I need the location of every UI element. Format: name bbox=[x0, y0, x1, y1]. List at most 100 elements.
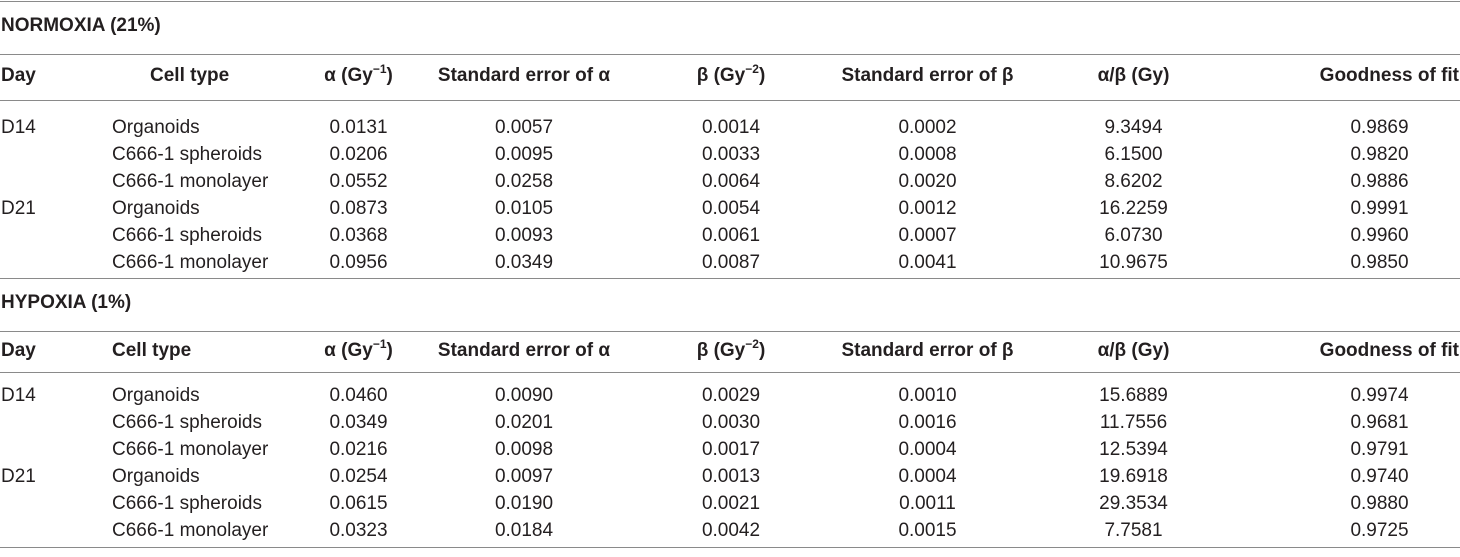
cell-goodness-of-fit: 0.9820 bbox=[1350, 144, 1409, 165]
table-row: D21 Organoids 0.0873 0.0105 0.0054 0.0012 16.2… bbox=[0, 195, 1460, 222]
cell-goodness-of-fit: 0.9886 bbox=[1350, 171, 1409, 192]
cell-beta: 0.0014 bbox=[701, 117, 761, 138]
cell-goodness-of-fit: 0.9960 bbox=[1350, 225, 1409, 246]
header-se-beta: Standard error of β bbox=[841, 65, 1014, 86]
cell-se-beta: 0.0004 bbox=[898, 466, 957, 487]
cell-alpha: 0.0323 bbox=[329, 520, 388, 541]
table-row: C666-1 monolayer 0.0552 0.0258 0.0064 0.0020… bbox=[0, 168, 1460, 195]
cell-se-beta: 0.0010 bbox=[898, 385, 957, 406]
cell-alpha: 0.0216 bbox=[329, 439, 388, 460]
table-row: D14 Organoids 0.0131 0.0057 0.0014 0.0002 9.34… bbox=[0, 114, 1460, 141]
cell-alpha-beta: 8.6202 bbox=[1104, 171, 1163, 192]
cell-cell-type: Organoids bbox=[112, 466, 200, 487]
cell-alpha: 0.0460 bbox=[329, 385, 388, 406]
section-end-rule bbox=[0, 278, 1460, 279]
header-day: Day bbox=[1, 340, 36, 361]
header-goodness-of-fit: Goodness of fit bbox=[1319, 340, 1459, 361]
cell-se-alpha: 0.0258 bbox=[494, 171, 554, 192]
cell-day: D14 bbox=[1, 385, 36, 406]
normoxia-body: D14 Organoids 0.0131 0.0057 0.0014 0.0002 9.34… bbox=[0, 114, 1460, 276]
cell-day bbox=[0, 222, 112, 249]
cell-goodness-of-fit: 0.9974 bbox=[1350, 385, 1409, 406]
table-row: C666-1 spheroids 0.0349 0.0201 0.0030 0.0016… bbox=[0, 409, 1460, 436]
cell-beta: 0.0013 bbox=[701, 466, 761, 487]
header-alpha: α (Gy−1) bbox=[324, 336, 393, 361]
section-rule bbox=[0, 331, 1460, 332]
cell-beta: 0.0017 bbox=[701, 439, 761, 460]
header-rule bbox=[0, 372, 1460, 373]
cell-cell-type: C666-1 spheroids bbox=[112, 412, 262, 433]
cell-se-alpha: 0.0095 bbox=[494, 144, 554, 165]
header-cell-type: Cell type bbox=[150, 65, 230, 86]
cell-goodness-of-fit: 0.9725 bbox=[1350, 520, 1409, 541]
cell-alpha-beta: 10.9675 bbox=[1099, 252, 1168, 273]
cell-se-alpha: 0.0201 bbox=[494, 412, 554, 433]
cell-se-beta: 0.0016 bbox=[898, 412, 957, 433]
cell-alpha: 0.0206 bbox=[329, 144, 388, 165]
cell-beta: 0.0054 bbox=[701, 198, 761, 219]
hypoxia-header: Day Cell type α (Gy−1) Standard error of… bbox=[0, 337, 1460, 365]
cell-cell-type: Organoids bbox=[112, 385, 200, 406]
cell-se-beta: 0.0008 bbox=[898, 144, 957, 165]
cell-alpha: 0.0873 bbox=[329, 198, 388, 219]
cell-alpha: 0.0615 bbox=[329, 493, 388, 514]
cell-goodness-of-fit: 0.9991 bbox=[1350, 198, 1409, 219]
cell-day: D14 bbox=[1, 117, 36, 138]
table-row: C666-1 monolayer 0.0323 0.0184 0.0042 0.0015… bbox=[0, 517, 1460, 544]
header-row: Day Cell type α (Gy−1) Standard error of… bbox=[0, 62, 1460, 90]
header-cell-type: Cell type bbox=[112, 340, 192, 361]
cell-cell-type: C666-1 spheroids bbox=[112, 225, 262, 246]
cell-alpha-beta: 11.7556 bbox=[1099, 412, 1168, 433]
table-row: C666-1 monolayer 0.0216 0.0098 0.0017 0.0004… bbox=[0, 436, 1460, 463]
section-title-hypoxia: HYPOXIA (1%) bbox=[1, 292, 132, 313]
header-se-beta: Standard error of β bbox=[841, 340, 1014, 361]
cell-day bbox=[0, 409, 112, 436]
cell-se-alpha: 0.0190 bbox=[494, 493, 554, 514]
cell-alpha: 0.0552 bbox=[329, 171, 388, 192]
cell-se-beta: 0.0012 bbox=[898, 198, 957, 219]
table-row: C666-1 spheroids 0.0206 0.0095 0.0033 0.0008… bbox=[0, 141, 1460, 168]
cell-alpha-beta: 15.6889 bbox=[1099, 385, 1168, 406]
header-rule bbox=[0, 100, 1460, 101]
cell-se-beta: 0.0004 bbox=[898, 439, 957, 460]
bottom-rule bbox=[0, 547, 1460, 548]
table-row: C666-1 spheroids 0.0615 0.0190 0.0021 0.0011… bbox=[0, 490, 1460, 517]
cell-se-alpha: 0.0057 bbox=[494, 117, 554, 138]
cell-beta: 0.0021 bbox=[701, 493, 761, 514]
normoxia-header: Day Cell type α (Gy−1) Standard error of… bbox=[0, 62, 1460, 90]
cell-cell-type: Organoids bbox=[112, 117, 200, 138]
cell-beta: 0.0029 bbox=[701, 385, 761, 406]
cell-cell-type: C666-1 spheroids bbox=[112, 144, 262, 165]
cell-day bbox=[0, 249, 112, 276]
cell-alpha-beta: 29.3534 bbox=[1099, 493, 1168, 514]
header-beta: β (Gy−2) bbox=[696, 336, 766, 361]
cell-day bbox=[0, 436, 112, 463]
cell-goodness-of-fit: 0.9681 bbox=[1350, 412, 1409, 433]
header-se-alpha: Standard error of α bbox=[437, 340, 611, 361]
cell-beta: 0.0064 bbox=[701, 171, 761, 192]
cell-goodness-of-fit: 0.9791 bbox=[1350, 439, 1409, 460]
section-title-normoxia: NORMOXIA (21%) bbox=[1, 15, 161, 36]
cell-day bbox=[0, 141, 112, 168]
header-alpha-beta: α/β (Gy) bbox=[1097, 340, 1170, 361]
cell-alpha-beta: 6.1500 bbox=[1104, 144, 1163, 165]
cell-beta: 0.0087 bbox=[701, 252, 761, 273]
table-row: D14 Organoids 0.0460 0.0090 0.0029 0.0010 15.6… bbox=[0, 382, 1460, 409]
cell-se-alpha: 0.0093 bbox=[494, 225, 554, 246]
cell-day bbox=[0, 517, 112, 544]
cell-goodness-of-fit: 0.9869 bbox=[1350, 117, 1409, 138]
cell-goodness-of-fit: 0.9880 bbox=[1350, 493, 1409, 514]
header-goodness-of-fit: Goodness of fit bbox=[1319, 65, 1459, 86]
cell-se-alpha: 0.0097 bbox=[494, 466, 554, 487]
cell-beta: 0.0061 bbox=[701, 225, 761, 246]
cell-day: D21 bbox=[1, 466, 36, 487]
cell-se-alpha: 0.0098 bbox=[494, 439, 554, 460]
cell-cell-type: C666-1 monolayer bbox=[112, 520, 269, 541]
cell-se-beta: 0.0041 bbox=[898, 252, 957, 273]
top-rule bbox=[0, 1, 1460, 2]
cell-beta: 0.0033 bbox=[701, 144, 761, 165]
table-row: C666-1 monolayer 0.0956 0.0349 0.0087 0.0041… bbox=[0, 249, 1460, 276]
header-beta: β (Gy−2) bbox=[696, 61, 766, 86]
cell-goodness-of-fit: 0.9740 bbox=[1350, 466, 1409, 487]
header-se-alpha: Standard error of α bbox=[437, 65, 611, 86]
